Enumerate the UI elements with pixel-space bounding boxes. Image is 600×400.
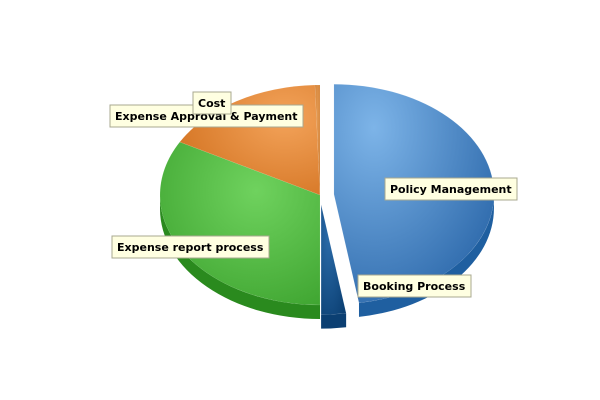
pie-label-box-1 [357,274,472,298]
pie-slice-side-1 [321,313,347,329]
pie-slice-1[interactable] [320,204,347,315]
pie-label-4: Cost [192,91,232,115]
pie-label-3: Expense Approval & Payment [109,104,304,128]
pie-label-text-2: Expense report process [117,241,264,254]
pie-label-text-1: Booking Process [363,280,466,293]
pie-slice-4[interactable] [314,84,321,196]
pie-label-0: Policy Management [384,177,518,201]
pie-label-box-0 [384,177,518,201]
pie-slice-side-2 [160,195,320,319]
pie-labels: Policy Management Booking Process Expense … [109,91,518,298]
pie-label-box-4 [192,91,232,115]
pie-label-2: Expense report process [111,235,270,259]
pie-label-1: Booking Process [357,274,472,298]
pie-slice-tops [159,83,495,315]
pie-label-text-3: Expense Approval & Payment [115,110,298,123]
pie-label-text-4: Cost [198,97,225,110]
pie-label-text-0: Policy Management [390,183,512,196]
pie-label-box-2 [111,235,270,259]
